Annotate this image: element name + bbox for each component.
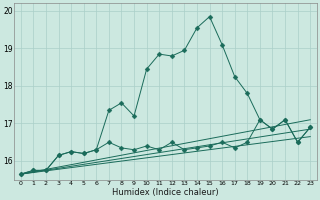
X-axis label: Humidex (Indice chaleur): Humidex (Indice chaleur) bbox=[112, 188, 219, 197]
